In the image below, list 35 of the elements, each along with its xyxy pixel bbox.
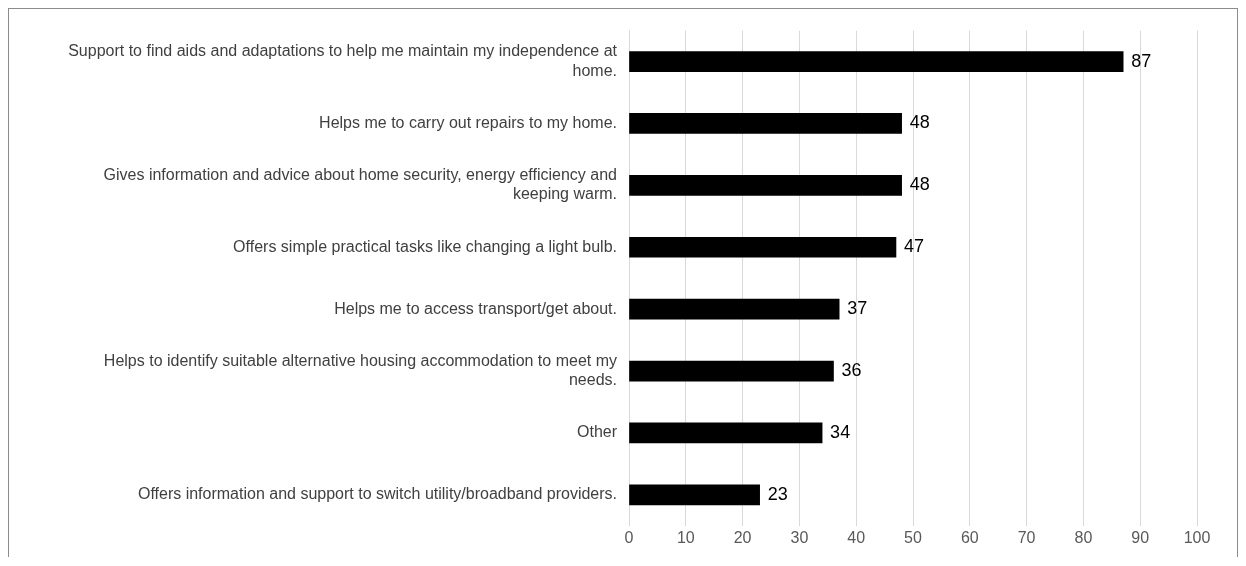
bar [629,298,840,320]
y-tick-label: Helps to identify suitable alternative housing accommodation to meet my needs. [103,351,617,389]
x-tick-label: 70 [1017,528,1036,546]
x-tick-label: 100 [1183,528,1211,546]
bar [629,51,1124,72]
data-label: 37 [847,298,868,319]
bar [629,484,760,506]
bar [629,175,902,196]
data-label: 34 [830,421,851,442]
bar [629,422,823,444]
x-tick-label: 50 [904,528,922,546]
x-tick-label: 0 [624,528,634,546]
x-tick-label: 30 [790,528,809,546]
x-tick-label: 10 [676,528,695,546]
y-tick-label: Offers information and support to switch utility/broadband providers. [137,485,617,503]
x-tick-label: 90 [1131,528,1150,546]
x-tick-label: 20 [733,528,752,546]
data-label: 36 [841,360,862,381]
x-tick-label: 60 [960,528,979,546]
y-tick-label: Helps me to carry out repairs to my home. [319,113,617,131]
y-tick-label: Offers simple practical tasks like changing a light bulb. [233,237,617,255]
data-label: 23 [767,483,788,504]
data-label: 48 [909,174,930,195]
y-tick-label: Gives information and advice about home security, energy efficiency and keeping warm. [103,166,617,203]
bar [629,113,902,134]
y-tick-label: Support to find aids and adaptations to help me maintain my independence at home. [68,42,618,79]
x-tick-label: 80 [1074,528,1093,546]
bar [629,360,834,382]
y-tick-label: Helps me to access transport/get about. [334,299,617,317]
y-tick-label: Other [576,423,618,441]
data-label: 48 [909,112,930,133]
data-label: 87 [1131,50,1152,71]
bar [629,236,897,258]
data-label: 47 [903,236,924,257]
x-tick-label: 40 [847,528,866,546]
